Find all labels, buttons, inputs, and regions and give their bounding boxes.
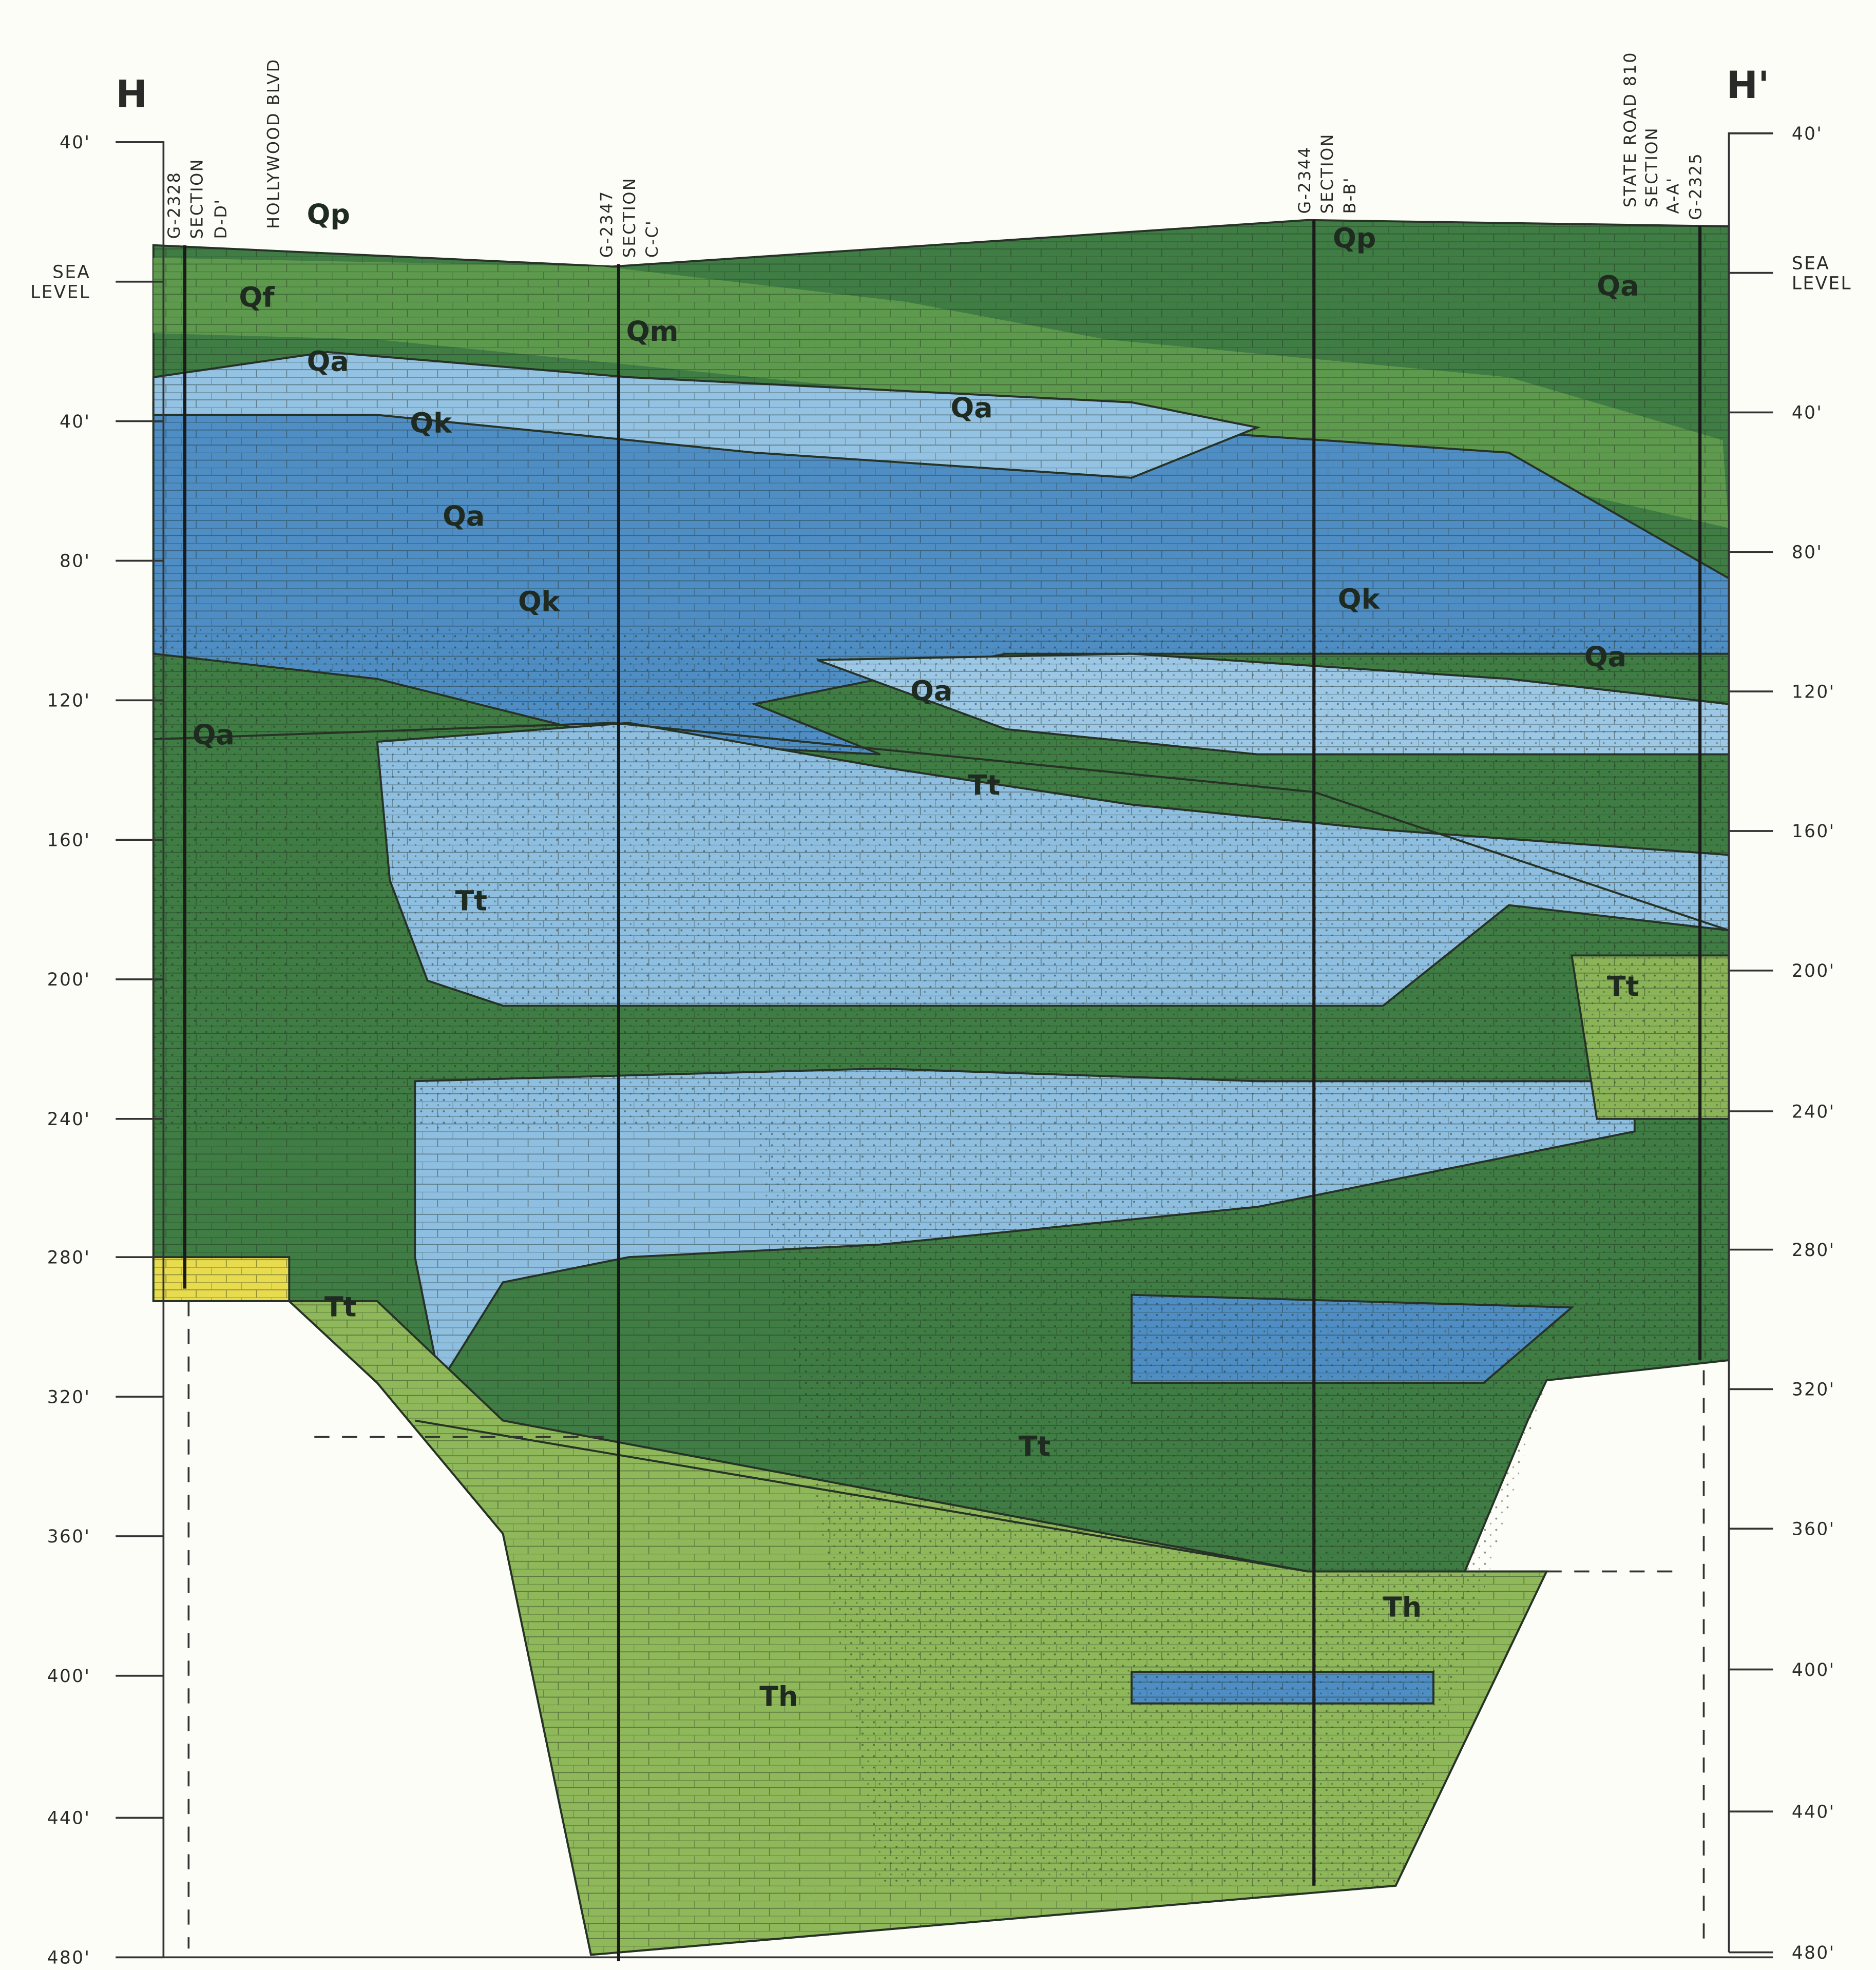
unit-label: Tt [324,1290,357,1323]
depth-label: 200' [47,970,91,990]
depth-label: 160' [1792,821,1835,842]
unit-label: Qa [910,674,952,707]
well-label: G-2344 [1295,146,1314,214]
depth-label: 360' [47,1527,91,1547]
depth-label: 40' [60,132,90,153]
well-label: G-2325 [1686,152,1706,220]
well-label: D-D' [211,198,231,239]
well-label: SECTION [620,177,639,258]
unit-label: Tt [1019,1430,1050,1462]
depth-label: 400' [1792,1660,1835,1681]
unit-label: Qa [443,500,485,532]
well-label: STATE ROAD 810 [1620,51,1640,207]
well-label: SECTION [187,158,206,239]
depth-label: 400' [47,1666,91,1687]
unit-label: Qa [1584,641,1626,673]
depth-label: SEA [1792,253,1830,274]
unit-label: Tt [968,769,1001,801]
depth-label: 320' [1792,1380,1835,1400]
well-label: SECTION [1317,133,1337,214]
depth-label: 360' [1792,1519,1835,1539]
unit-label: Qk [518,585,561,617]
well-label: G-2347 [597,190,617,258]
cross-section: HH'40'SEALEVEL40'80'120'160'200'240'280'… [0,0,1876,1970]
well-label: A-A' [1663,177,1682,214]
unit-label: Qf [239,281,275,314]
section-start: H [116,72,147,116]
unit-label: Qm [626,315,679,347]
depth-label: 40' [60,412,90,432]
unit-label: Qk [1338,583,1381,615]
right-axis [1729,133,1773,1953]
depth-label: 120' [1792,682,1835,702]
depth-label: 80' [60,551,90,572]
depth-label: 480' [1792,1943,1835,1963]
unit-label: Tt [1607,970,1639,1002]
well-label: G-2328 [164,171,184,239]
depth-label: LEVEL [30,282,90,303]
unit-label: Tt [455,884,488,917]
depth-label: SEA [52,262,90,282]
depth-label: 280' [47,1247,91,1268]
unit-label: Qp [307,198,350,230]
depth-label: LEVEL [1792,273,1852,294]
depth-label: 480' [47,1948,91,1968]
depth-label: 440' [1792,1802,1835,1823]
depth-label: 280' [1792,1240,1835,1261]
depth-label: 80' [1792,543,1823,563]
unit-label: Th [1383,1591,1422,1624]
section-end: H' [1727,64,1770,107]
well-label: B-B' [1340,177,1360,214]
depth-label: 240' [47,1109,91,1130]
unit-label: Th [759,1681,798,1713]
unit-label: Qa [307,345,349,378]
page: {"section":{"start":"H","end":"H'"}, "le… [0,0,1876,1970]
well-label: HOLLYWOOD BLVD [264,58,283,229]
depth-label: 440' [47,1808,91,1829]
depth-label: 320' [47,1387,91,1407]
depth-label: 240' [1792,1102,1835,1122]
unit-label: Qa [950,392,992,424]
unit-label: Qa [1597,270,1639,302]
unit-label: Qa [193,719,235,751]
well-label: C-C' [642,220,662,258]
depth-label: 120' [47,691,91,711]
depth-label: 160' [47,830,91,851]
unit-label: Qp [1333,222,1376,255]
depth-label: 40' [1792,403,1823,423]
unit-label: Qk [410,407,452,439]
strata [154,220,1729,1955]
well-label: SECTION [1642,127,1661,207]
depth-label: 40' [1792,124,1823,144]
depth-label: 200' [1792,961,1835,981]
